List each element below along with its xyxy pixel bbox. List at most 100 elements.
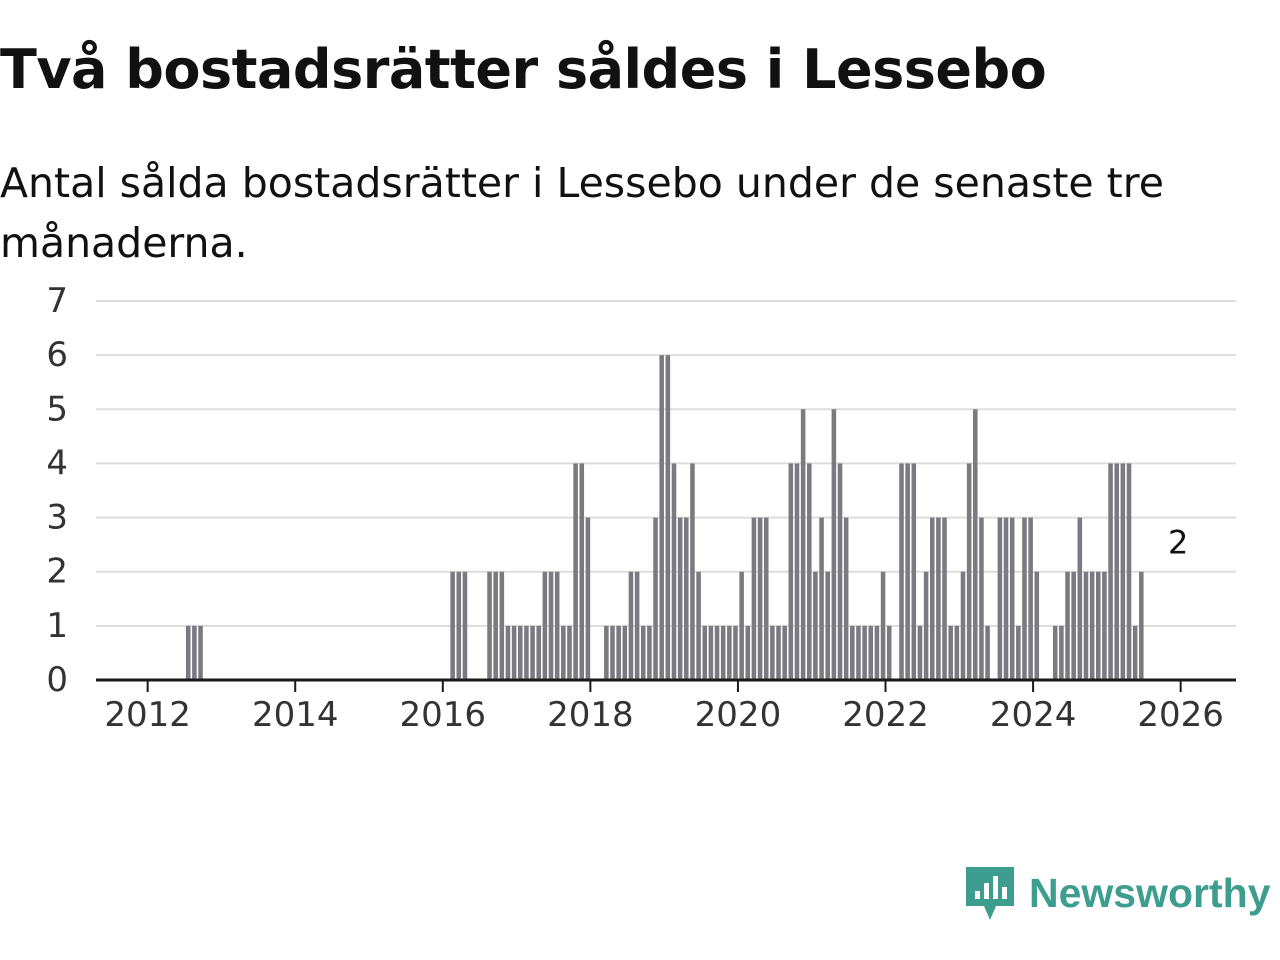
bar — [905, 463, 910, 680]
highlight-value-label: 2 — [1168, 524, 1188, 562]
bar — [1016, 625, 1021, 680]
y-tick-label: 5 — [46, 389, 68, 429]
bar — [819, 517, 824, 680]
bar — [524, 625, 529, 680]
bar — [1022, 517, 1027, 680]
bar — [702, 625, 708, 680]
bar — [665, 355, 671, 680]
bar — [1102, 571, 1107, 680]
bar — [880, 571, 886, 680]
bar — [979, 517, 984, 680]
bar — [837, 463, 843, 680]
y-tick-label: 2 — [46, 552, 68, 592]
y-tick-label: 6 — [46, 335, 68, 375]
bar — [684, 517, 689, 680]
bar — [942, 517, 947, 680]
bar — [696, 571, 701, 680]
bar — [720, 625, 726, 680]
bar — [573, 463, 578, 680]
bar — [1089, 571, 1095, 680]
bar — [604, 625, 609, 680]
bar — [954, 625, 960, 680]
x-tick-label: 2018 — [547, 695, 634, 735]
bar — [530, 625, 535, 680]
bar — [1139, 571, 1144, 680]
bar — [739, 571, 744, 680]
bar — [868, 625, 874, 680]
y-axis-labels: 0 1 2 3 4 5 6 7 — [46, 281, 68, 700]
bar — [708, 625, 714, 680]
bar — [567, 625, 572, 680]
y-tick-label: 0 — [46, 660, 68, 700]
bar — [659, 355, 664, 680]
bar — [622, 625, 628, 680]
bar — [911, 463, 917, 680]
bar — [505, 625, 511, 680]
bar — [929, 517, 935, 680]
bar — [1034, 571, 1040, 680]
y-tick-label: 3 — [46, 498, 68, 538]
bar — [733, 625, 738, 680]
chart-title: Två bostadsrätter såldes i Lessebo — [0, 38, 1047, 101]
x-axis-labels: 2012 2014 2016 2018 2020 2022 2024 2026 — [104, 695, 1224, 735]
bar — [634, 571, 640, 680]
bar — [185, 625, 191, 680]
bar — [966, 463, 972, 680]
bar — [1126, 463, 1132, 680]
bars — [185, 355, 1144, 680]
bar — [1071, 571, 1076, 680]
bar — [782, 625, 787, 680]
bar — [1132, 625, 1138, 680]
x-tick-label: 2014 — [252, 695, 339, 735]
bar — [456, 571, 462, 680]
bar — [561, 625, 566, 680]
bar — [517, 625, 523, 680]
annotations: 2 — [1165, 521, 1191, 565]
brand-name: Newsworthy — [1029, 869, 1271, 916]
bar — [1114, 463, 1119, 680]
x-tick-label: 2026 — [1137, 695, 1224, 735]
x-tick-label: 2020 — [695, 695, 782, 735]
bar — [671, 463, 677, 680]
bar — [899, 463, 904, 680]
bar — [997, 517, 1003, 680]
bar — [1077, 517, 1083, 680]
bar — [806, 463, 812, 680]
x-tick-label: 2016 — [400, 695, 487, 735]
newsworthy-brand: Newsworthy — [963, 862, 1271, 924]
bar — [585, 517, 591, 680]
bar — [536, 625, 541, 680]
bar — [727, 625, 732, 680]
bar — [862, 625, 867, 680]
bar — [800, 409, 806, 680]
bar — [813, 571, 818, 680]
bar — [1095, 571, 1101, 680]
bar — [450, 571, 455, 680]
bar — [548, 571, 554, 680]
bar — [493, 571, 498, 680]
bar — [653, 517, 658, 680]
bar — [831, 409, 837, 680]
bar — [1009, 517, 1015, 680]
bar — [487, 571, 492, 680]
bar — [763, 517, 769, 680]
bar — [610, 625, 615, 680]
bar — [677, 517, 683, 680]
bar — [973, 409, 978, 680]
bar — [192, 625, 197, 680]
bar-chart: 0 1 2 3 4 5 6 7 2012 2014 2016 2018 2020 2022 2024 202… — [46, 281, 1236, 735]
bar — [794, 463, 800, 680]
bar — [757, 517, 763, 680]
bar — [825, 571, 830, 680]
bar — [554, 571, 560, 680]
bar — [770, 625, 775, 680]
bar — [917, 625, 923, 680]
bar — [751, 517, 757, 680]
bar — [647, 625, 652, 680]
bar — [850, 625, 855, 680]
bar — [198, 625, 203, 680]
bar — [788, 463, 794, 680]
bar — [1120, 463, 1126, 680]
bar — [714, 625, 720, 680]
y-tick-label: 1 — [46, 606, 68, 646]
